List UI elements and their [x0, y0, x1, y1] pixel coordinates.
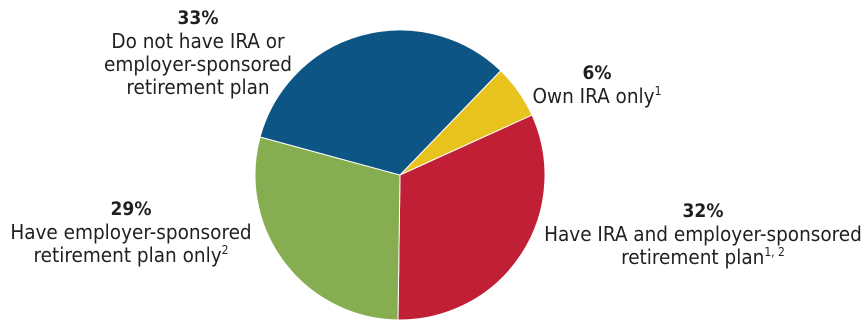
- label-none-line3: retirement plan: [126, 75, 270, 99]
- label-own-ira-line1: Own IRA only: [532, 84, 655, 108]
- slice-both: [397, 114, 546, 321]
- label-own-ira: 6% Own IRA only1: [512, 62, 682, 108]
- label-both-footnote: 1, 2: [764, 245, 785, 260]
- label-none-line2: employer-sponsored: [104, 52, 292, 76]
- label-own-ira-percent: 6%: [582, 62, 612, 84]
- label-both: 32% Have IRA and employer-sponsored reti…: [540, 200, 866, 269]
- slice-none: [259, 29, 502, 176]
- label-own-ira-footnote: 1: [654, 84, 662, 99]
- slice-employer-only: [254, 136, 401, 321]
- label-both-line2: retirement plan: [621, 245, 765, 269]
- label-none: 33% Do not have IRA or employer-sponsore…: [88, 7, 308, 99]
- label-none-percent: 33%: [177, 7, 219, 29]
- label-both-percent: 32%: [682, 200, 724, 222]
- label-employer-only-line1: Have employer-sponsored: [10, 220, 252, 244]
- label-employer-only-line2: retirement plan only: [33, 243, 222, 267]
- label-employer-only-percent: 29%: [110, 198, 152, 220]
- label-employer-only-footnote: 2: [221, 243, 229, 258]
- label-none-line1: Do not have IRA or: [111, 29, 285, 53]
- label-both-line1: Have IRA and employer-sponsored: [544, 222, 862, 246]
- label-employer-only: 29% Have employer-sponsored retirement p…: [4, 198, 258, 267]
